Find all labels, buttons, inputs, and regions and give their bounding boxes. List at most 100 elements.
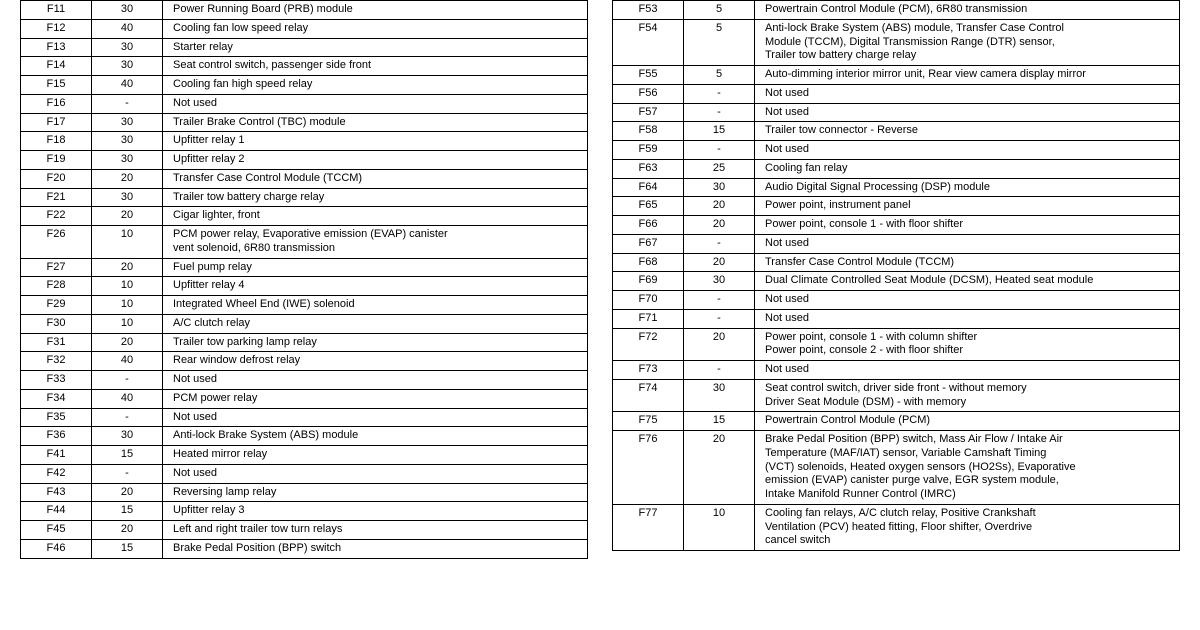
- fuse-amp-cell: -: [684, 291, 755, 310]
- table-row: F1830Upfitter relay 1: [21, 132, 588, 151]
- fuse-amp-cell: 5: [684, 66, 755, 85]
- fuse-amp-cell: 10: [684, 504, 755, 550]
- fuse-id-cell: F42: [21, 464, 92, 483]
- fuse-id-cell: F26: [21, 226, 92, 259]
- fuse-desc-cell: Not used: [755, 234, 1180, 253]
- table-row: F2610PCM power relay, Evaporative emissi…: [21, 226, 588, 259]
- fuse-desc-cell: Cooling fan low speed relay: [163, 19, 588, 38]
- table-row: F1430Seat control switch, passenger side…: [21, 57, 588, 76]
- fuse-id-cell: F77: [613, 504, 684, 550]
- fuse-amp-cell: -: [92, 94, 163, 113]
- fuse-desc-cell: Powertrain Control Module (PCM): [755, 412, 1180, 431]
- fuse-desc-cell: Power point, instrument panel: [755, 197, 1180, 216]
- fuse-amp-cell: 30: [684, 379, 755, 412]
- table-row: F6430Audio Digital Signal Processing (DS…: [613, 178, 1180, 197]
- fuse-amp-cell: 20: [92, 521, 163, 540]
- fuse-desc-cell: Auto-dimming interior mirror unit, Rear …: [755, 66, 1180, 85]
- fuse-desc-cell: Power point, console 1 - with floor shif…: [755, 216, 1180, 235]
- fuse-desc-cell: Trailer Brake Control (TBC) module: [163, 113, 588, 132]
- fuse-desc-cell: Heated mirror relay: [163, 446, 588, 465]
- fuse-id-cell: F17: [21, 113, 92, 132]
- fuse-id-cell: F45: [21, 521, 92, 540]
- table-row: F6820Transfer Case Control Module (TCCM): [613, 253, 1180, 272]
- fuse-id-cell: F73: [613, 361, 684, 380]
- fuse-amp-cell: 15: [92, 502, 163, 521]
- table-row: F4115Heated mirror relay: [21, 446, 588, 465]
- fuse-amp-cell: 5: [684, 1, 755, 20]
- table-row: F42-Not used: [21, 464, 588, 483]
- fuse-desc-cell: PCM power relay: [163, 389, 588, 408]
- fuse-id-cell: F27: [21, 258, 92, 277]
- fuse-desc-cell: Not used: [755, 84, 1180, 103]
- fuse-amp-cell: 30: [92, 113, 163, 132]
- fuse-id-cell: F15: [21, 76, 92, 95]
- fuse-id-cell: F46: [21, 539, 92, 558]
- fuse-id-cell: F19: [21, 151, 92, 170]
- fuse-desc-cell: Power point, console 1 - with column shi…: [755, 328, 1180, 361]
- fuse-desc-cell: Reversing lamp relay: [163, 483, 588, 502]
- fuse-amp-cell: 20: [684, 216, 755, 235]
- fuse-amp-cell: 20: [684, 253, 755, 272]
- fuse-id-cell: F59: [613, 141, 684, 160]
- table-row: F7430Seat control switch, driver side fr…: [613, 379, 1180, 412]
- fuse-amp-cell: 30: [684, 178, 755, 197]
- fuse-id-cell: F76: [613, 431, 684, 505]
- fuse-amp-cell: 20: [684, 431, 755, 505]
- fuse-desc-cell: Not used: [163, 408, 588, 427]
- table-row: F555Auto-dimming interior mirror unit, R…: [613, 66, 1180, 85]
- fuse-desc-cell: Trailer tow parking lamp relay: [163, 333, 588, 352]
- fuse-desc-cell: Transfer Case Control Module (TCCM): [163, 169, 588, 188]
- fuse-id-cell: F64: [613, 178, 684, 197]
- fuse-amp-cell: 25: [684, 159, 755, 178]
- fuse-amp-cell: 10: [92, 296, 163, 315]
- fuse-desc-cell: Trailer tow connector - Reverse: [755, 122, 1180, 141]
- table-row: F57-Not used: [613, 103, 1180, 122]
- fuse-desc-cell: Trailer tow battery charge relay: [163, 188, 588, 207]
- fuse-desc-cell: Brake Pedal Position (BPP) switch, Mass …: [755, 431, 1180, 505]
- fuse-amp-cell: -: [684, 234, 755, 253]
- table-row: F67-Not used: [613, 234, 1180, 253]
- table-row: F3440PCM power relay: [21, 389, 588, 408]
- fuse-id-cell: F43: [21, 483, 92, 502]
- fuse-id-cell: F35: [21, 408, 92, 427]
- fuse-desc-cell: Not used: [755, 309, 1180, 328]
- fuse-id-cell: F53: [613, 1, 684, 20]
- fuse-id-cell: F56: [613, 84, 684, 103]
- fuse-desc-cell: Not used: [755, 141, 1180, 160]
- fuse-amp-cell: 30: [92, 38, 163, 57]
- fuse-desc-cell: Seat control switch, driver side front -…: [755, 379, 1180, 412]
- fuse-id-cell: F32: [21, 352, 92, 371]
- fuse-desc-cell: Starter relay: [163, 38, 588, 57]
- fuse-desc-cell: Cooling fan relays, A/C clutch relay, Po…: [755, 504, 1180, 550]
- fuse-id-cell: F34: [21, 389, 92, 408]
- table-row: F7710Cooling fan relays, A/C clutch rela…: [613, 504, 1180, 550]
- fuse-amp-cell: 30: [92, 1, 163, 20]
- fuse-desc-cell: Left and right trailer tow turn relays: [163, 521, 588, 540]
- fuse-amp-cell: -: [92, 371, 163, 390]
- table-row: F59-Not used: [613, 141, 1180, 160]
- fuse-desc-cell: Seat control switch, passenger side fron…: [163, 57, 588, 76]
- table-row: F1540Cooling fan high speed relay: [21, 76, 588, 95]
- fuse-id-cell: F67: [613, 234, 684, 253]
- fuse-amp-cell: 30: [92, 427, 163, 446]
- table-row: F7515Powertrain Control Module (PCM): [613, 412, 1180, 431]
- fuse-amp-cell: -: [684, 103, 755, 122]
- fuse-id-cell: F20: [21, 169, 92, 188]
- table-row: F535Powertrain Control Module (PCM), 6R8…: [613, 1, 1180, 20]
- fuse-id-cell: F18: [21, 132, 92, 151]
- table-row: F4320Reversing lamp relay: [21, 483, 588, 502]
- fuse-amp-cell: 20: [92, 483, 163, 502]
- table-row: F56-Not used: [613, 84, 1180, 103]
- fuse-amp-cell: 30: [684, 272, 755, 291]
- fuse-id-cell: F58: [613, 122, 684, 141]
- fuse-amp-cell: 40: [92, 352, 163, 371]
- fuse-id-cell: F55: [613, 66, 684, 85]
- fuse-desc-cell: Not used: [755, 361, 1180, 380]
- table-row: F73-Not used: [613, 361, 1180, 380]
- table-row: F6325Cooling fan relay: [613, 159, 1180, 178]
- fuse-amp-cell: -: [684, 84, 755, 103]
- table-row: F4415Upfitter relay 3: [21, 502, 588, 521]
- fuse-chart-page: F1130Power Running Board (PRB) moduleF12…: [0, 0, 1200, 630]
- fuse-id-cell: F41: [21, 446, 92, 465]
- table-row: F7220Power point, console 1 - with colum…: [613, 328, 1180, 361]
